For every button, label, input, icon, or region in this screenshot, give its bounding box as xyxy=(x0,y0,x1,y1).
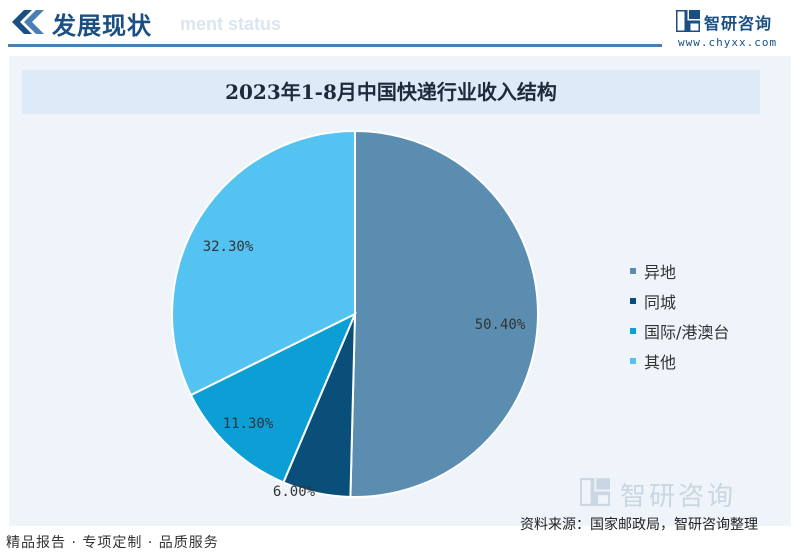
slice-label-2: 11.30% xyxy=(223,416,274,432)
chart-legend: 异地同城国际/港澳台 其他 xyxy=(630,256,729,376)
footer-slogan: 精品报告 · 专项定制 · 品质服务 xyxy=(6,535,219,551)
footer-watermark-logo: 智研咨询 xyxy=(580,476,790,512)
data-source: 资料来源：国家邮政局，智研咨询整理 xyxy=(520,517,758,533)
chart-title: 2023年1-8月中国快递行业收入结构 xyxy=(225,80,557,104)
pie-slice-0 xyxy=(349,129,539,498)
legend-item: 异地 xyxy=(630,256,729,286)
page-title: 发展现状 xyxy=(52,12,152,40)
chart-title-bar xyxy=(22,70,760,114)
legend-item: 国际/港澳台 xyxy=(630,316,729,346)
brand-name: 智研咨询 xyxy=(704,14,773,33)
footer-logo-name: 智研咨询 xyxy=(620,482,737,512)
legend-label: 其他 xyxy=(644,353,677,372)
slice-label-3: 32.30% xyxy=(203,239,254,255)
legend-label: 异地 xyxy=(644,263,677,282)
legend-swatch xyxy=(630,268,636,274)
legend-swatch xyxy=(630,358,636,364)
slice-label-0: 50.40% xyxy=(475,317,526,333)
page-header: ment status 发展现状 xyxy=(0,0,800,50)
legend-label: 同城 xyxy=(644,293,677,312)
legend-swatch xyxy=(630,328,636,334)
pie-slice-3 xyxy=(171,129,356,397)
slice-label-1: 6.00% xyxy=(273,484,316,500)
chevron-mark-icon xyxy=(12,10,44,34)
pie-slice-2 xyxy=(189,311,357,484)
legend-item: 同城 xyxy=(630,286,729,316)
brand-url: www.chyxx.com xyxy=(678,36,778,49)
legend-item: 其他 xyxy=(630,346,729,376)
brand-logo: 智研咨询 www.chyxx.com xyxy=(676,8,796,49)
legend-label: 国际/港澳台 xyxy=(644,323,730,342)
header-divider xyxy=(8,44,662,47)
footer-logo-icon xyxy=(580,478,610,506)
brand-logo-icon xyxy=(676,10,700,32)
header-ghost-text: ment status xyxy=(180,14,282,34)
legend-swatch xyxy=(630,298,636,304)
